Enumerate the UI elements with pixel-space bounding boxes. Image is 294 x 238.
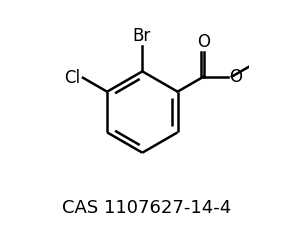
Text: CAS 1107627-14-4: CAS 1107627-14-4 bbox=[62, 199, 232, 217]
Text: Br: Br bbox=[132, 27, 150, 45]
Text: Cl: Cl bbox=[64, 69, 81, 87]
Text: O: O bbox=[229, 68, 242, 86]
Text: O: O bbox=[197, 33, 210, 51]
